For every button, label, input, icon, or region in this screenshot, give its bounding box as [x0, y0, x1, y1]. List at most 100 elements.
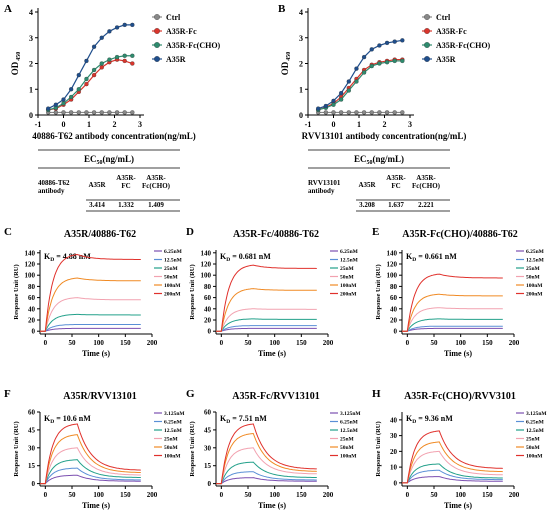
x-axis-label: Time (s): [82, 501, 110, 510]
y-tick-label: 20: [204, 317, 212, 325]
y-axis-label-main: OD: [10, 61, 20, 75]
sensorgram-line: [40, 253, 141, 332]
x-axis-label: Time (s): [258, 501, 286, 510]
data-point: [122, 53, 127, 58]
legend-label: 50nM: [526, 275, 541, 281]
sensorgram-line: [402, 293, 503, 332]
data-point: [400, 38, 405, 43]
data-point: [107, 57, 112, 62]
y-tick-label: 100: [387, 272, 398, 280]
table-col-header: FC: [121, 182, 130, 190]
table-header-main: EC: [84, 154, 97, 164]
y-axis-label: OD450: [10, 52, 22, 76]
kd-eq: =: [416, 252, 425, 261]
x-tick-label: 150: [482, 491, 493, 499]
y-axis-label: Response Unit (RU): [189, 421, 196, 476]
y-tick-label: 30: [390, 432, 398, 440]
legend-label: 100nM: [164, 454, 181, 460]
kd-eq: =: [230, 414, 239, 423]
x-tick-label: 0: [406, 491, 410, 499]
y-tick-label: 0: [299, 111, 303, 120]
data-point: [122, 58, 127, 64]
x-tick-label: 1: [357, 120, 361, 129]
kd-annotation: KD = 9.36 nM: [406, 414, 453, 425]
kd-subscript: D: [412, 419, 416, 425]
legend-label: 12.5nM: [340, 428, 359, 434]
kd-symbol: K: [220, 252, 227, 261]
data-point: [76, 72, 81, 78]
table-row-label: 40886-T62: [38, 179, 70, 187]
x-axis-label: Time (s): [82, 349, 110, 358]
y-tick-label: 1: [299, 85, 303, 94]
data-point: [338, 97, 344, 102]
data-point: [122, 22, 127, 28]
data-point: [338, 90, 344, 96]
legend-marker: [424, 56, 430, 62]
table-header-sub: 50: [97, 160, 103, 166]
data-point: [369, 47, 374, 52]
data-point: [91, 44, 97, 49]
sensorgram-line: [216, 327, 317, 332]
legend-label: 25nM: [340, 266, 355, 272]
y-tick-label: 0: [32, 480, 36, 488]
data-point: [323, 103, 329, 109]
x-tick-label: 100: [269, 339, 280, 347]
data-point: [114, 25, 120, 30]
y-tick-label: 140: [25, 249, 36, 257]
data-point: [61, 97, 66, 102]
kd-eq: =: [230, 252, 239, 261]
y-axis-label-sub: 450: [286, 52, 292, 61]
x-axis-label: RVV13101 antibody concentration(ng/mL): [302, 131, 467, 141]
legend-label: 6.25nM: [164, 420, 183, 426]
table-col-header: A35R-: [386, 174, 406, 182]
sensorgram-line: [40, 277, 141, 332]
legend-label: Ctrl: [166, 13, 181, 22]
data-point: [99, 65, 104, 70]
data-point: [61, 101, 66, 106]
sensorgram-line: [40, 313, 141, 332]
sensorgram-line: [402, 430, 503, 484]
legend-label: A35R: [436, 55, 456, 64]
panel-title: A35R-Fc(CHO)/40886-T62: [402, 229, 518, 240]
y-tick-label: 40: [390, 305, 398, 313]
kd-symbol: K: [44, 252, 51, 261]
kd-value: 0.681 nM: [239, 252, 271, 261]
legend-label: 100nM: [526, 283, 543, 289]
x-tick-label: 3: [138, 120, 142, 129]
sensorgram-line: [402, 476, 503, 484]
x-tick-label: 100: [269, 491, 280, 499]
kd-annotation: KD = 10.6 nM: [44, 414, 91, 425]
data-point: [354, 110, 359, 115]
x-tick-label: 200: [147, 339, 158, 347]
x-axis-label: 40886-T62 antibody concentration(ng/mL): [32, 131, 196, 141]
y-axis-label: Response Unit (RU): [375, 421, 382, 476]
x-tick-label: 0: [220, 491, 224, 499]
sensorgram-line: [402, 327, 503, 332]
data-point: [377, 43, 382, 48]
table-header-main: EC: [354, 154, 367, 164]
y-tick-label: 4: [299, 8, 303, 17]
series-line: [47, 24, 133, 110]
x-axis-label: Time (s): [444, 501, 472, 510]
x-tick-label: 0: [62, 120, 66, 129]
sensorgram-line: [216, 477, 317, 485]
y-axis-label: Response Unit (RU): [189, 264, 196, 319]
x-tick-label: 0: [406, 339, 410, 347]
legend-label: 6.25nM: [526, 420, 545, 426]
x-tick-label: 200: [509, 339, 520, 347]
legend-label: A35R-Fc: [166, 27, 197, 36]
legend-label: 25nM: [526, 437, 541, 443]
data-point: [76, 110, 81, 115]
x-tick-label: 100: [455, 491, 466, 499]
legend-label: 25nM: [340, 437, 355, 443]
data-point: [331, 110, 336, 115]
table-col-header: Fc(CHO): [412, 182, 441, 190]
legend-label: 200nM: [526, 292, 543, 298]
x-tick-label: 50: [431, 339, 439, 347]
sensorgram-line: [402, 463, 503, 484]
y-tick-label: 15: [204, 462, 212, 470]
data-point: [354, 79, 359, 84]
x-tick-label: 3: [408, 120, 412, 129]
x-tick-label: 50: [69, 339, 77, 347]
sensorgram-line: [402, 469, 503, 484]
